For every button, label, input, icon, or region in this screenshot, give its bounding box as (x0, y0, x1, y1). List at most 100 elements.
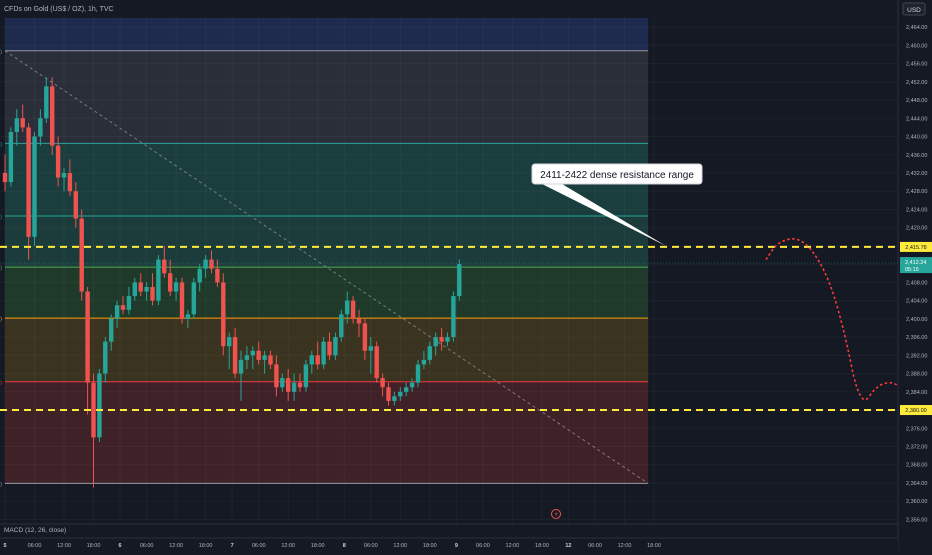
price-tick-label: 2,464.00 (906, 25, 927, 31)
time-tick-label: 12 (565, 543, 571, 549)
time-tick-label: 5 (3, 543, 6, 549)
countdown-label: 05:15 (905, 267, 919, 273)
lightning-icon[interactable] (551, 509, 561, 519)
fib-level-label: 0.382 (2,400.16) (0, 317, 2, 323)
candle-body (55, 145, 61, 178)
currency-badge[interactable] (902, 2, 926, 16)
level-price-tag[interactable] (900, 405, 932, 416)
fib-level-label: 0 (2,363.90) (0, 482, 2, 488)
candle-body (356, 318, 362, 324)
annotation-layer[interactable]: 2411-2422 dense resistance range (531, 163, 703, 246)
price-axis-bg (898, 0, 932, 550)
price-tick-label: 2,404.00 (906, 299, 927, 305)
fib-level-label: 0.5 (2,411.36) (0, 266, 2, 272)
candle-body (191, 282, 196, 315)
last-price-tag[interactable] (900, 257, 932, 274)
callout-box[interactable] (531, 163, 703, 185)
fibonacci-retracement[interactable]: 1 (2,458.81) 0.786 (2,438.50) 0.618 (2,422… (0, 18, 649, 488)
price-tick-label: 2,388.00 (906, 372, 927, 378)
candle-body (132, 282, 137, 297)
candle-body (67, 172, 73, 192)
price-tick-label: 2,372.00 (906, 445, 927, 451)
time-tick-label: 12:00 (618, 543, 632, 549)
candle-body (262, 355, 267, 360)
candle-body (256, 350, 261, 360)
candle-body (238, 359, 244, 374)
time-tick-label: 18:00 (423, 543, 437, 549)
time-tick-label: 18:00 (87, 543, 101, 549)
currency-label: USD (907, 7, 921, 14)
price-tick-label: 2,436.00 (906, 153, 927, 159)
candle-body (439, 337, 444, 342)
time-tick-label: 12:00 (393, 543, 407, 549)
candle-body (421, 359, 427, 365)
candle-body (144, 286, 149, 292)
level-price-tag[interactable] (900, 241, 932, 252)
candle-body (392, 396, 397, 401)
candle-body (327, 341, 332, 356)
candle-body (345, 300, 350, 315)
fib-zone (5, 318, 649, 382)
candle-body (315, 355, 320, 365)
price-tick-label: 2,384.00 (906, 390, 927, 396)
time-axis[interactable]: 5 06:00 12:00 18:00 6 06:00 12:00 18:00 7 06:00 12… (0, 537, 898, 550)
last-price-label: 2,412.24 (905, 260, 926, 266)
fib-level-label: 0.786 (2,438.50) (0, 142, 2, 148)
candle-body (50, 86, 55, 146)
candle-body (20, 118, 25, 128)
candle-body (303, 364, 309, 388)
candle-body (427, 346, 432, 360)
candle-body (203, 259, 208, 269)
time-tick-label: 06:00 (28, 543, 42, 549)
candle-body (250, 350, 255, 356)
time-tick-label: 12:00 (281, 543, 295, 549)
candle-body (91, 382, 96, 438)
candle-body (114, 305, 120, 319)
price-tick-label: 2,452.00 (906, 80, 927, 86)
candle-body (297, 382, 303, 388)
time-tick-label: 12:00 (506, 543, 520, 549)
price-tick-label: 2,440.00 (906, 135, 927, 141)
candle-body (73, 191, 78, 219)
candle-body (333, 337, 338, 356)
candle-body (156, 259, 161, 301)
macd-pane[interactable]: MACD (12, 26, close) (0, 523, 898, 534)
time-tick-label: 18:00 (199, 543, 213, 549)
candle-body (61, 172, 67, 178)
price-tick-label: 2,420.00 (906, 226, 927, 232)
candle-body (150, 286, 155, 301)
price-tick-label: 2,368.00 (906, 463, 927, 469)
candle-body (38, 118, 43, 137)
price-tick-label: 2,396.00 (906, 335, 927, 341)
time-tick-label: 18:00 (647, 543, 661, 549)
time-tick-label: 18:00 (311, 543, 325, 549)
price-tick-label: 2,456.00 (906, 62, 927, 68)
candle-body (286, 378, 291, 392)
candle-body (232, 337, 238, 374)
candle-body (97, 373, 102, 438)
candle-body (350, 300, 356, 319)
projection-path[interactable] (765, 238, 932, 511)
candle-body (162, 259, 167, 274)
price-tick-label: 2,376.00 (906, 426, 927, 432)
fib-level-label: 0.236 (2,386.20) (0, 380, 2, 386)
candle-body (268, 355, 273, 365)
price-tick-label: 2,356.00 (906, 517, 927, 523)
time-tick-label: 12:00 (169, 543, 183, 549)
fib-zone (5, 267, 649, 319)
candle-body (173, 282, 179, 292)
time-tick-label: 8 (343, 543, 346, 549)
candle-body (321, 341, 326, 365)
horizontal-levels[interactable] (0, 245, 898, 412)
projection-layer[interactable] (765, 238, 932, 511)
candle-body (179, 282, 185, 319)
candle-body (309, 355, 314, 365)
candle-body (197, 268, 202, 283)
candle-body (126, 296, 132, 310)
fib-zone (5, 50, 649, 144)
candle-body (185, 314, 191, 319)
candle-body (445, 337, 450, 342)
